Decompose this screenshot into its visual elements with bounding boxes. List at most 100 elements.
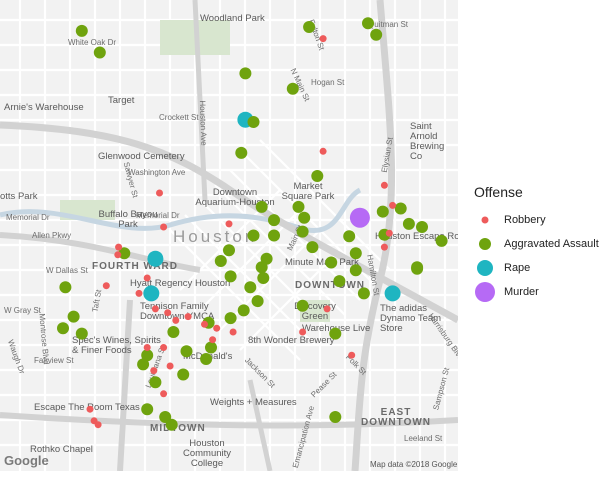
point-robbery[interactable] [389, 201, 397, 209]
point-robbery[interactable] [86, 405, 94, 413]
point-robbery[interactable] [102, 282, 110, 290]
point-aggravated-assault[interactable] [296, 299, 309, 312]
point-aggravated-assault[interactable] [75, 24, 88, 37]
street-map[interactable]: Woodland Park Target Arnie's Warehouse G… [0, 0, 458, 471]
point-robbery[interactable] [150, 367, 158, 375]
point-robbery[interactable] [201, 320, 208, 328]
point-aggravated-assault[interactable] [435, 234, 448, 247]
point-aggravated-assault[interactable] [402, 217, 415, 230]
point-aggravated-assault[interactable] [93, 46, 106, 59]
label-8th-wonder: 8th Wonder Brewery [248, 335, 335, 346]
point-murder[interactable] [349, 207, 370, 228]
point-robbery[interactable] [115, 243, 123, 251]
legend-title: Offense [474, 184, 523, 200]
point-aggravated-assault[interactable] [247, 116, 260, 128]
point-robbery[interactable] [143, 274, 151, 282]
point-aggravated-assault[interactable] [57, 322, 69, 335]
point-robbery[interactable] [380, 181, 388, 189]
point-aggravated-assault[interactable] [223, 244, 235, 257]
point-aggravated-assault[interactable] [394, 202, 407, 215]
point-aggravated-assault[interactable] [416, 221, 428, 233]
point-robbery[interactable] [114, 251, 122, 259]
point-robbery[interactable] [135, 289, 143, 297]
point-aggravated-assault[interactable] [268, 229, 280, 242]
point-aggravated-assault[interactable] [292, 200, 305, 213]
point-aggravated-assault[interactable] [214, 255, 227, 267]
point-rape[interactable] [384, 285, 401, 302]
point-robbery[interactable] [166, 362, 174, 370]
point-robbery[interactable] [229, 328, 237, 336]
point-aggravated-assault[interactable] [149, 376, 162, 389]
point-aggravated-assault[interactable] [165, 418, 178, 431]
point-aggravated-assault[interactable] [237, 304, 250, 317]
point-aggravated-assault[interactable] [329, 411, 342, 423]
point-aggravated-assault[interactable] [303, 21, 316, 33]
point-aggravated-assault[interactable] [255, 261, 268, 274]
map-attribution: Map data ©2018 Google [370, 460, 458, 469]
point-aggravated-assault[interactable] [235, 146, 248, 159]
crime-points-layer [57, 17, 448, 431]
point-aggravated-assault[interactable] [200, 353, 213, 365]
point-robbery[interactable] [319, 35, 327, 43]
point-aggravated-assault[interactable] [255, 200, 268, 213]
point-rape[interactable] [143, 285, 160, 302]
point-aggravated-assault[interactable] [296, 225, 309, 238]
point-aggravated-assault[interactable] [67, 310, 80, 323]
point-aggravated-assault[interactable] [325, 256, 338, 269]
point-aggravated-assault[interactable] [137, 358, 150, 371]
point-aggravated-assault[interactable] [306, 241, 319, 254]
point-aggravated-assault[interactable] [224, 270, 237, 283]
point-aggravated-assault[interactable] [370, 28, 383, 41]
point-aggravated-assault[interactable] [224, 312, 237, 325]
point-robbery[interactable] [172, 316, 180, 324]
point-aggravated-assault[interactable] [362, 17, 374, 30]
point-robbery[interactable] [143, 344, 151, 351]
point-aggravated-assault[interactable] [59, 281, 72, 294]
point-aggravated-assault[interactable] [349, 264, 362, 277]
point-aggravated-assault[interactable] [205, 341, 217, 354]
point-aggravated-assault[interactable] [251, 295, 264, 308]
point-robbery[interactable] [225, 220, 233, 228]
point-robbery[interactable] [184, 313, 192, 321]
point-aggravated-assault[interactable] [357, 287, 370, 300]
point-robbery[interactable] [160, 223, 168, 231]
legend-label-rape: Rape [504, 262, 531, 274]
point-robbery[interactable] [160, 344, 168, 351]
point-aggravated-assault[interactable] [333, 275, 346, 288]
point-aggravated-assault[interactable] [141, 349, 154, 362]
point-aggravated-assault[interactable] [167, 326, 180, 338]
point-aggravated-assault[interactable] [247, 229, 260, 242]
point-aggravated-assault[interactable] [239, 67, 252, 80]
point-aggravated-assault[interactable] [349, 247, 362, 260]
point-aggravated-assault[interactable] [180, 345, 193, 358]
point-aggravated-assault[interactable] [376, 205, 389, 218]
point-robbery[interactable] [90, 417, 98, 425]
legend-key-murder [474, 281, 496, 303]
point-robbery[interactable] [385, 229, 393, 237]
point-robbery[interactable] [213, 324, 221, 332]
point-robbery[interactable] [299, 328, 307, 336]
point-aggravated-assault[interactable] [343, 230, 356, 243]
point-rape[interactable] [147, 250, 164, 267]
point-robbery[interactable] [151, 305, 159, 313]
point-aggravated-assault[interactable] [257, 272, 270, 284]
point-aggravated-assault[interactable] [118, 247, 131, 260]
point-robbery[interactable] [156, 189, 163, 197]
point-aggravated-assault[interactable] [311, 170, 324, 182]
point-robbery[interactable] [209, 336, 217, 344]
point-aggravated-assault[interactable] [244, 281, 257, 294]
point-aggravated-assault[interactable] [411, 262, 424, 275]
point-aggravated-assault[interactable] [75, 327, 88, 340]
point-aggravated-assault[interactable] [329, 327, 342, 340]
point-robbery[interactable] [380, 243, 388, 251]
point-robbery[interactable] [323, 305, 331, 313]
point-robbery[interactable] [348, 351, 356, 359]
point-robbery[interactable] [319, 147, 327, 155]
point-robbery[interactable] [160, 390, 168, 398]
point-aggravated-assault[interactable] [298, 211, 311, 224]
point-aggravated-assault[interactable] [141, 403, 154, 416]
point-aggravated-assault[interactable] [286, 82, 299, 95]
point-aggravated-assault[interactable] [177, 368, 190, 381]
point-aggravated-assault[interactable] [268, 214, 280, 227]
point-robbery[interactable] [164, 309, 172, 317]
